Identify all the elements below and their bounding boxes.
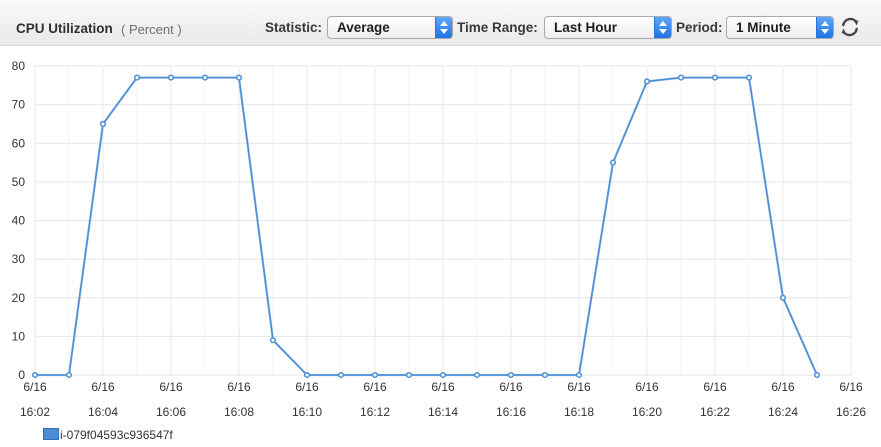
- data-point: [269, 337, 277, 344]
- x-axis-tick-label-date: 6/16: [227, 380, 251, 394]
- cpu-utilization-line-chart: 0 10 20 30 40 50 60 70 80 6/16 16:02 6/16 16:04 6/16 1…: [12, 59, 867, 419]
- x-axis-tick-label-time: 16:08: [224, 405, 254, 419]
- chart-header: CPU Utilization ( Percent ) Statistic: A…: [0, 0, 881, 46]
- y-axis-tick-label: 40: [12, 214, 26, 228]
- chart-title: CPU Utilization: [16, 21, 113, 36]
- data-point: [371, 371, 379, 379]
- x-axis-tick-label-time: 16:20: [632, 405, 662, 419]
- series-line: [35, 76, 818, 376]
- x-axis-tick-label-time: 16:02: [20, 405, 50, 419]
- x-axis-tick-label-date: 6/16: [839, 380, 863, 394]
- data-point: [405, 371, 413, 379]
- x-axis-tick-label-time: 16:06: [156, 405, 186, 419]
- statistic-select[interactable]: Average: [327, 16, 453, 39]
- x-axis-tick-label-time: 16:10: [292, 405, 322, 419]
- data-point: [711, 74, 719, 81]
- period-select[interactable]: 1 Minute: [726, 16, 834, 39]
- statistic-value: Average: [337, 20, 390, 35]
- data-point: [31, 371, 39, 379]
- x-axis-tick-label-date: 6/16: [431, 380, 455, 394]
- data-point: [439, 371, 447, 379]
- period-value: 1 Minute: [736, 20, 791, 35]
- x-axis-tick-label-date: 6/16: [771, 380, 795, 394]
- x-axis-tick-label-date: 6/16: [363, 380, 387, 394]
- y-axis-tick-label: 30: [12, 252, 26, 266]
- x-axis-tick-label-time: 16:18: [564, 405, 594, 419]
- y-axis-tick-label: 80: [12, 59, 26, 73]
- chevron-up-down-icon: [654, 17, 671, 38]
- x-axis-tick-label-time: 16:04: [88, 405, 118, 419]
- x-axis-tick-label-time: 16:22: [700, 405, 730, 419]
- statistic-label: Statistic:: [265, 20, 323, 35]
- y-axis-tick-label: 70: [12, 98, 26, 112]
- grid-lines: [34, 65, 852, 376]
- time-range-select[interactable]: Last Hour: [544, 16, 672, 39]
- y-axis-tick-label: 0: [18, 368, 25, 382]
- x-axis-tick-label-date: 6/16: [91, 380, 115, 394]
- data-point: [643, 78, 651, 85]
- data-point: [99, 120, 107, 127]
- y-axis-tick-label: 50: [12, 175, 26, 189]
- x-axis-tick-label-time: 16:24: [768, 405, 798, 419]
- data-point: [745, 74, 753, 81]
- data-point: [677, 74, 685, 81]
- time-range-label: Time Range:: [457, 20, 538, 35]
- x-axis-tick-label-time: 16:14: [428, 405, 458, 419]
- chevron-up-down-icon: [435, 17, 452, 38]
- refresh-button[interactable]: [838, 15, 862, 39]
- series-line-shadow: [35, 76, 819, 377]
- x-axis-tick-label-date: 6/16: [23, 380, 47, 394]
- legend-series-label: i-079f04593c936547f: [60, 428, 173, 442]
- x-axis-tick-label-time: 16:12: [360, 405, 390, 419]
- refresh-icon: [841, 17, 859, 37]
- data-point: [201, 74, 209, 81]
- y-axis-tick-label: 10: [12, 329, 26, 343]
- data-point: [609, 159, 617, 166]
- data-point: [541, 371, 549, 379]
- y-axis-tick-label: 60: [12, 136, 26, 150]
- data-point: [575, 371, 583, 379]
- x-axis-tick-label-date: 6/16: [635, 380, 659, 394]
- data-point: [65, 371, 73, 379]
- data-point: [133, 74, 141, 81]
- time-range-value: Last Hour: [554, 20, 618, 35]
- x-axis-tick-label-time: 16:26: [836, 405, 866, 419]
- x-axis-tick-label-date: 6/16: [703, 380, 727, 394]
- data-point: [779, 294, 787, 301]
- period-label: Period:: [676, 20, 723, 35]
- data-point: [167, 74, 175, 81]
- chevron-up-down-icon: [816, 17, 833, 38]
- legend-swatch: [43, 428, 59, 440]
- data-point: [337, 371, 345, 379]
- x-axis-tick-label-date: 6/16: [159, 380, 183, 394]
- y-axis-tick-label: 20: [12, 291, 26, 305]
- data-point: [507, 371, 515, 379]
- chart-legend: i-079f04593c936547f: [43, 428, 173, 442]
- data-point: [303, 371, 311, 379]
- x-axis-tick-label-date: 6/16: [499, 380, 523, 394]
- x-axis-tick-label-time: 16:16: [496, 405, 526, 419]
- x-axis-tick-label-date: 6/16: [295, 380, 319, 394]
- data-point: [473, 371, 481, 379]
- data-point: [813, 371, 821, 379]
- chart-unit: ( Percent ): [121, 22, 182, 37]
- data-point: [235, 74, 243, 81]
- x-axis-tick-label-date: 6/16: [567, 380, 591, 394]
